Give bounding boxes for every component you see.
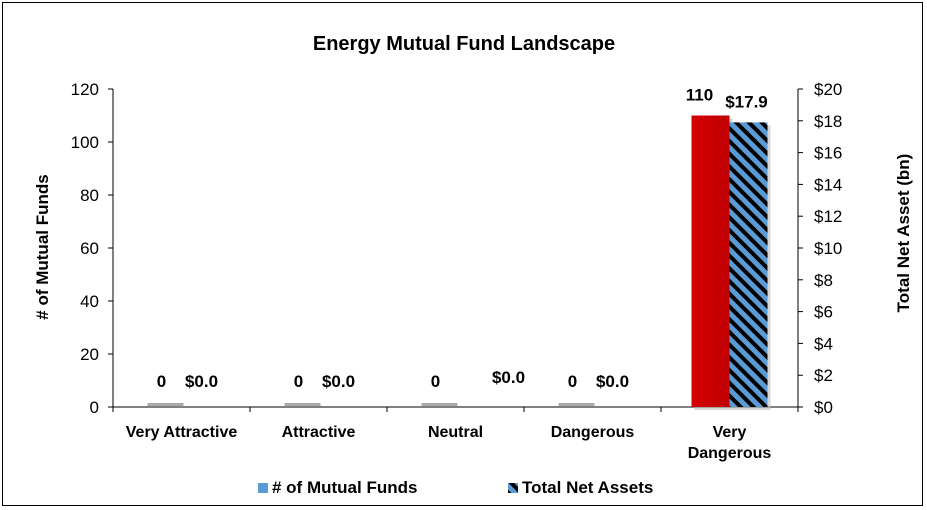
y-left-tick-label: 120 [71, 80, 99, 99]
y-left-tick-label: 60 [80, 239, 99, 258]
data-label-mutual-funds: 0 [294, 372, 303, 391]
data-labels: 0 $0.0 0 $0.0 0 $0.0 0 $0.0 110 $17.9 [157, 86, 768, 392]
legend-swatch-mutual-funds [258, 483, 268, 493]
bar-mutual-funds-zero [147, 403, 184, 406]
y-right-tick-label: $18 [814, 112, 842, 131]
data-label-total-net-assets: $0.0 [492, 368, 525, 387]
y-axis-right-label: Total Net Asset (bn) [894, 154, 913, 313]
y-right-tick-label: $6 [814, 303, 833, 322]
y-left-tick-label: 40 [80, 292, 99, 311]
y-right-tick-label: $10 [814, 239, 842, 258]
y-left-tick-label: 20 [80, 345, 99, 364]
data-label-mutual-funds: 0 [431, 372, 440, 391]
chart-title: Energy Mutual Fund Landscape [313, 33, 615, 55]
data-label-mutual-funds: 0 [157, 372, 166, 391]
data-label-total-net-assets: $0.0 [596, 372, 629, 391]
x-tick-label: Attractive [282, 424, 356, 441]
bar-total-net-assets [729, 122, 768, 407]
y-right-tick-label: $0 [814, 398, 833, 417]
data-label-total-net-assets: $0.0 [185, 372, 218, 391]
bar-mutual-funds-zero [421, 403, 458, 406]
y-right-tick-label: $20 [814, 80, 842, 99]
bars [147, 115, 771, 410]
bar-mutual-funds [691, 115, 730, 407]
y-left-tick-label: 80 [80, 186, 99, 205]
y-right-tick-label: $8 [814, 271, 833, 290]
data-label-total-net-assets: $17.9 [725, 92, 768, 111]
x-tick-label: Very Dangerous [688, 424, 772, 462]
legend-label-total-net-assets: Total Net Assets [522, 478, 653, 497]
y-right-tick-label: $14 [814, 175, 842, 194]
y-left-tick-label: 100 [71, 133, 99, 152]
chart-svg: Energy Mutual Fund Landscape # of Mutual… [33, 33, 913, 497]
legend-swatch-total-net-assets [508, 483, 518, 493]
y-axis-left-label: # of Mutual Funds [33, 174, 52, 319]
y-right-tick-label: $12 [814, 207, 842, 226]
x-tick-label: Very Attractive [126, 424, 238, 441]
data-label-mutual-funds: 110 [686, 86, 713, 105]
legend-label-mutual-funds: # of Mutual Funds [272, 478, 417, 497]
y-right-tick-label: $2 [814, 366, 833, 385]
y-left-tick-label: 0 [90, 398, 99, 417]
bar-mutual-funds-zero [558, 403, 595, 406]
bar-mutual-funds-zero [284, 403, 321, 406]
y-right-tick-label: $4 [814, 334, 833, 353]
legend: # of Mutual Funds Total Net Assets [258, 478, 653, 497]
data-label-mutual-funds: 0 [568, 372, 577, 391]
x-tick-label: Dangerous [551, 424, 635, 441]
x-tick-label: Neutral [428, 424, 483, 441]
axes: 0 20 40 60 80 100 120 $0 $2 $4 $6 $8 $10 $12 $14 $16 $18… [71, 80, 843, 462]
data-label-total-net-assets: $0.0 [322, 372, 355, 391]
y-right-tick-label: $16 [814, 144, 842, 163]
